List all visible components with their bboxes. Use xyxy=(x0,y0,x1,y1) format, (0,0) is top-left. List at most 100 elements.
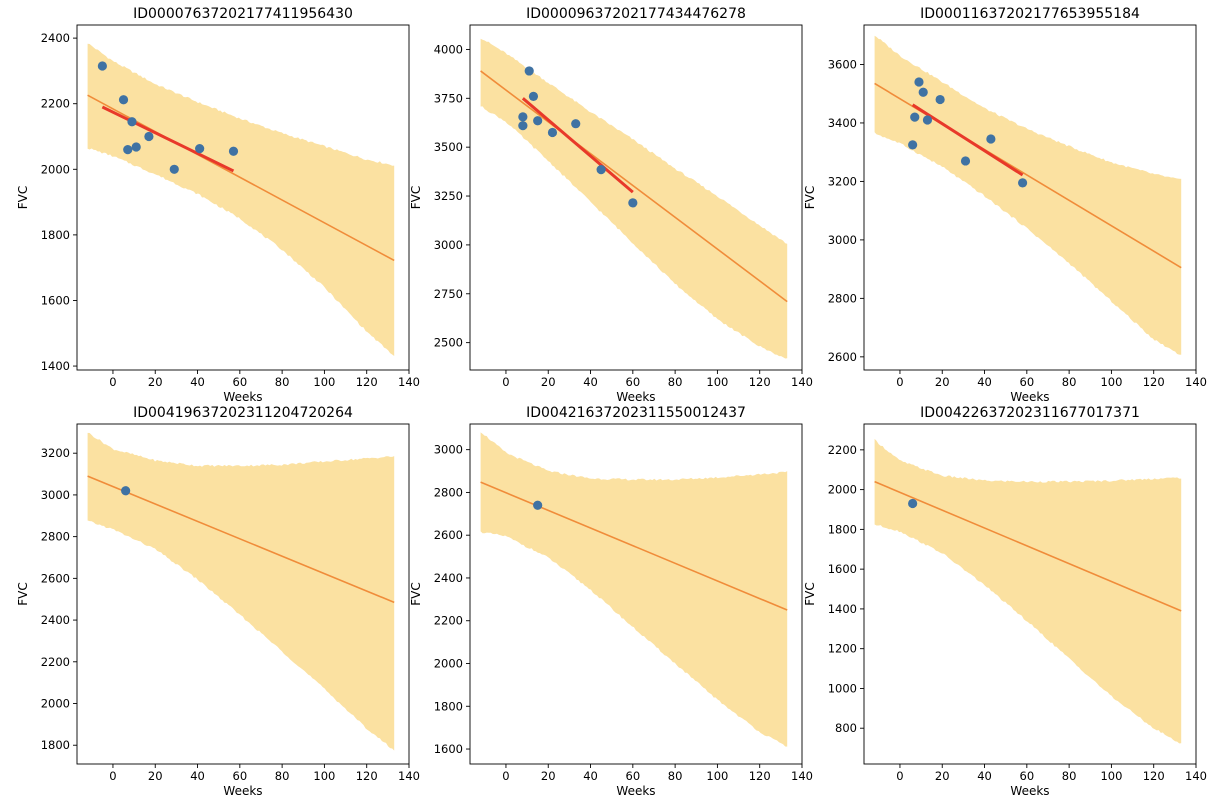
x-tick-label: 120 xyxy=(356,375,378,389)
x-tick-label: 0 xyxy=(502,769,509,783)
y-tick-label: 3600 xyxy=(828,57,857,71)
x-tick-label: 0 xyxy=(896,375,903,389)
x-tick-label: 20 xyxy=(148,769,163,783)
y-tick-label: 3250 xyxy=(434,189,463,203)
x-tick-label: 0 xyxy=(109,769,116,783)
chart-panel: 0 20 40 60 80 100 120 140 1400 1600 1800 2000 2200 24… xyxy=(16,6,420,404)
prediction-line xyxy=(874,480,1182,612)
y-tick-label: 1400 xyxy=(828,602,857,616)
data-point xyxy=(571,119,581,129)
y-tick-label: 2200 xyxy=(41,97,70,111)
x-tick-label: 100 xyxy=(706,375,728,389)
fit-line xyxy=(101,105,235,173)
axes-frame xyxy=(76,24,410,371)
y-tick-label: 1800 xyxy=(41,738,70,752)
y-axis-label: FVC xyxy=(16,186,30,210)
x-axis-label: Weeks xyxy=(223,390,262,404)
data-point xyxy=(935,94,945,105)
data-point xyxy=(518,121,528,131)
y-tick-label: 3500 xyxy=(434,140,463,154)
data-point xyxy=(524,66,534,76)
data-point xyxy=(528,91,539,101)
y-tick-label: 2000 xyxy=(828,483,857,497)
y-tick-label: 3000 xyxy=(828,233,857,247)
x-tick-label: 60 xyxy=(233,375,248,389)
x-tick-label: 140 xyxy=(791,375,813,389)
y-tick-label: 3000 xyxy=(41,488,70,502)
x-tick-label: 20 xyxy=(148,375,163,389)
x-tick-label: 120 xyxy=(356,769,378,783)
axes-frame xyxy=(863,24,1197,371)
chart-title: ID00419637202311204720264 xyxy=(133,405,353,421)
x-tick-label: 80 xyxy=(668,375,683,389)
data-point xyxy=(910,112,920,122)
y-tick-label: 2000 xyxy=(41,162,70,176)
data-point xyxy=(533,116,543,126)
x-tick-label: 20 xyxy=(935,769,950,783)
y-tick-label: 2200 xyxy=(434,614,463,628)
x-tick-label: 140 xyxy=(791,769,813,783)
axes-frame xyxy=(863,423,1197,765)
y-tick-label: 2400 xyxy=(41,613,70,627)
x-axis-label: Weeks xyxy=(616,784,655,798)
y-tick-label: 2400 xyxy=(41,31,70,45)
data-point xyxy=(533,500,543,510)
data-point xyxy=(628,198,638,208)
data-point xyxy=(228,146,239,156)
y-tick-label: 4000 xyxy=(434,42,463,56)
prediction-line xyxy=(480,70,788,303)
y-tick-label: 1800 xyxy=(434,699,463,713)
x-tick-label: 120 xyxy=(1143,375,1165,389)
data-point xyxy=(596,165,606,175)
y-tick-label: 2800 xyxy=(434,485,463,499)
axes-frame xyxy=(469,423,803,765)
y-tick-label: 2500 xyxy=(434,336,463,350)
x-tick-label: 80 xyxy=(1062,769,1077,783)
chart-panel: 0 20 40 60 80 100 120 140 2600 2800 3000 3200 3400 36… xyxy=(803,6,1207,404)
data-point xyxy=(547,127,558,138)
confidence-band xyxy=(874,438,1182,744)
x-tick-label: 40 xyxy=(583,375,598,389)
data-point xyxy=(960,156,971,166)
y-tick-label: 800 xyxy=(835,721,857,735)
y-axis-label: FVC xyxy=(409,582,423,606)
chart-title: ID00422637202311677017371 xyxy=(920,405,1140,421)
chart-panel: 0 20 40 60 80 100 120 140 1800 2000 2200 2400 2600 28… xyxy=(16,405,420,798)
x-tick-label: 0 xyxy=(502,375,509,389)
x-tick-label: 140 xyxy=(1185,769,1207,783)
x-tick-label: 120 xyxy=(1143,769,1165,783)
data-point xyxy=(127,117,137,127)
x-tick-label: 100 xyxy=(313,769,335,783)
y-tick-label: 2000 xyxy=(434,656,463,670)
y-tick-label: 3200 xyxy=(41,446,70,460)
x-tick-label: 140 xyxy=(398,769,420,783)
y-tick-label: 2600 xyxy=(828,350,857,364)
x-tick-label: 100 xyxy=(313,375,335,389)
chart-title: ID00421637202311550012437 xyxy=(526,405,746,421)
y-tick-label: 1200 xyxy=(828,642,857,656)
y-axis-label: FVC xyxy=(803,582,817,606)
x-axis-label: Weeks xyxy=(1010,784,1049,798)
confidence-band xyxy=(87,43,395,356)
data-point xyxy=(914,77,924,87)
x-axis-label: Weeks xyxy=(1010,390,1049,404)
data-point xyxy=(169,164,179,174)
data-point xyxy=(144,131,154,142)
data-point xyxy=(908,140,918,150)
x-tick-label: 20 xyxy=(541,375,556,389)
y-tick-label: 2400 xyxy=(434,571,463,585)
x-axis-label: Weeks xyxy=(616,390,655,404)
prediction-line xyxy=(480,481,788,611)
y-tick-label: 3400 xyxy=(828,116,857,130)
x-axis-label: Weeks xyxy=(223,784,262,798)
y-tick-label: 2600 xyxy=(434,528,463,542)
y-tick-label: 3750 xyxy=(434,91,463,105)
y-axis-label: FVC xyxy=(16,582,30,606)
y-tick-label: 1800 xyxy=(41,228,70,242)
chart-panel: 0 20 40 60 80 100 120 140 2500 2750 3000 3250 3500 37… xyxy=(409,6,813,404)
x-tick-label: 40 xyxy=(583,769,598,783)
y-tick-label: 1600 xyxy=(41,293,70,307)
chart-title: ID00007637202177411956430 xyxy=(133,6,353,22)
x-tick-label: 100 xyxy=(1100,769,1122,783)
data-point xyxy=(97,61,107,71)
